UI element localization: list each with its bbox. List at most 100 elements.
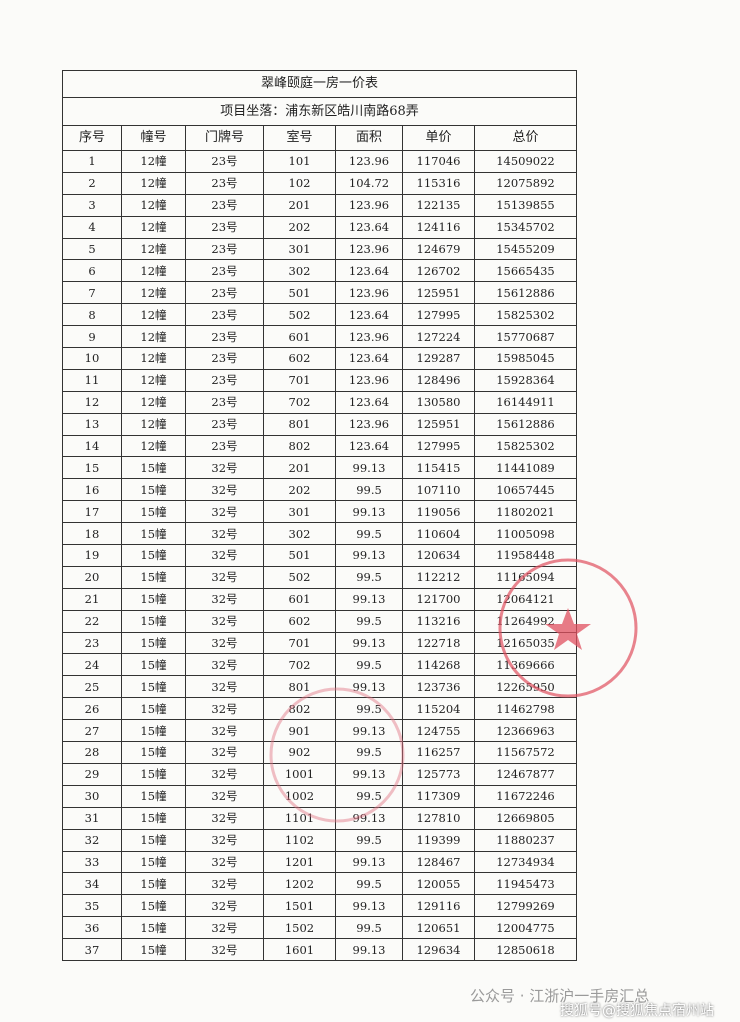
cell: 12幢 [121, 434, 186, 458]
cell: 9 [62, 325, 122, 349]
row: 29 15幢 32号 1001 99.13 125773 12467877 [62, 762, 577, 786]
cell: 20 [62, 565, 122, 589]
cell: 32 [62, 828, 122, 852]
row: 28 15幢 32号 902 99.5 116257 11567572 [62, 741, 577, 764]
cell: 15幢 [121, 544, 186, 567]
row: 9 12幢 23号 601 123.96 127224 15770687 [62, 325, 577, 349]
cell: 99.5 [335, 565, 403, 589]
cell: 12幢 [121, 237, 186, 261]
cell: 32号 [185, 456, 264, 480]
row: 31 15幢 32号 1101 99.13 127810 12669805 [62, 806, 577, 830]
cell: 32号 [185, 544, 264, 567]
cell: 32号 [185, 697, 264, 721]
cell: 12669805 [474, 806, 577, 830]
cell: 99.13 [335, 587, 403, 611]
header-cell: 单价 [402, 125, 475, 151]
row: 12 12幢 23号 702 123.64 130580 16144911 [62, 390, 577, 414]
cell: 15幢 [121, 587, 186, 611]
cell: 12幢 [121, 150, 186, 173]
cell: 32号 [185, 478, 264, 502]
cell: 202 [263, 478, 336, 502]
cell: 33 [62, 850, 122, 874]
cell: 201 [263, 193, 336, 217]
cell: 123.64 [335, 303, 403, 327]
cell: 122135 [402, 193, 475, 217]
cell: 601 [263, 587, 336, 611]
seal [498, 558, 638, 698]
cell: 124679 [402, 237, 475, 261]
cell: 32号 [185, 828, 264, 852]
row: 21 15幢 32号 601 99.13 121700 12064121 [62, 587, 577, 611]
cell: 15幢 [121, 894, 186, 918]
cell: 107110 [402, 478, 475, 502]
row: 10 12幢 23号 602 123.64 129287 15985045 [62, 347, 577, 370]
header-cell: 幢号 [121, 125, 186, 151]
cell: 502 [263, 303, 336, 327]
cell: 12幢 [121, 259, 186, 283]
cell: 110604 [402, 522, 475, 546]
cell: 14 [62, 434, 122, 458]
cell: 15幢 [121, 697, 186, 721]
cell: 12幢 [121, 303, 186, 327]
row: 32 15幢 32号 1102 99.5 119399 11880237 [62, 828, 577, 852]
cell: 126702 [402, 259, 475, 283]
cell: 102 [263, 171, 336, 195]
cell: 23号 [185, 259, 264, 283]
cell: 11441089 [474, 456, 577, 480]
cell: 201 [263, 456, 336, 480]
row: 30 15幢 32号 1002 99.5 117309 11672246 [62, 784, 577, 808]
cell: 15幢 [121, 828, 186, 852]
cell: 117046 [402, 150, 475, 173]
cell: 15幢 [121, 719, 186, 743]
cell: 15455209 [474, 237, 577, 261]
cell: 15幢 [121, 631, 186, 655]
cell: 115316 [402, 171, 475, 195]
cell: 99.13 [335, 850, 403, 874]
row: 24 15幢 32号 702 99.5 114268 11369666 [62, 653, 577, 677]
cell: 15幢 [121, 850, 186, 874]
cell: 15 [62, 456, 122, 480]
cell: 12幢 [121, 193, 186, 217]
row: 19 15幢 32号 501 99.13 120634 11958448 [62, 544, 577, 567]
cell: 502 [263, 565, 336, 589]
cell: 6 [62, 259, 122, 283]
table-title: 翠峰颐庭一房一价表 [62, 70, 577, 98]
row: 34 15幢 32号 1202 99.5 120055 11945473 [62, 872, 577, 896]
cell: 99.5 [335, 522, 403, 546]
row: 8 12幢 23号 502 123.64 127995 15825302 [62, 303, 577, 327]
row: 20 15幢 32号 502 99.5 112212 11165094 [62, 565, 577, 589]
cell: 32号 [185, 806, 264, 830]
cell: 302 [263, 259, 336, 283]
cell: 37 [62, 938, 122, 961]
address: 项目坐落：浦东新区皓川南路68弄 [62, 97, 577, 126]
cell: 501 [263, 544, 336, 567]
cell: 24 [62, 653, 122, 677]
cell: 23号 [185, 193, 264, 217]
cell: 12734934 [474, 850, 577, 874]
cell: 123.64 [335, 259, 403, 283]
cell: 7 [62, 281, 122, 305]
watermark: 搜狐号@搜狐焦点宿州站 [560, 1003, 714, 1019]
cell: 1501 [263, 894, 336, 918]
cell: 12799269 [474, 894, 577, 918]
cell: 16 [62, 478, 122, 502]
row: 25 15幢 32号 801 99.13 123736 12265950 [62, 675, 577, 699]
cell: 123.64 [335, 215, 403, 239]
price-table: 翠峰颐庭一房一价表 项目坐落：浦东新区皓川南路68弄 序号 幢号 门牌号 室号 面积 单价… [62, 70, 577, 961]
cell: 12850618 [474, 938, 577, 961]
cell: 801 [263, 412, 336, 436]
cell: 127224 [402, 325, 475, 349]
row: 36 15幢 32号 1502 99.5 120651 12004775 [62, 916, 577, 940]
cell: 15幢 [121, 916, 186, 940]
cell: 15612886 [474, 412, 577, 436]
cell: 124755 [402, 719, 475, 743]
cell: 3 [62, 193, 122, 217]
cell: 602 [263, 609, 336, 633]
cell: 123.96 [335, 281, 403, 305]
cell: 701 [263, 631, 336, 655]
cell: 11 [62, 368, 122, 392]
cell: 23号 [185, 368, 264, 392]
cell: 123.96 [335, 193, 403, 217]
row: 26 15幢 32号 802 99.5 115204 11462798 [62, 697, 577, 721]
cell: 32号 [185, 872, 264, 896]
